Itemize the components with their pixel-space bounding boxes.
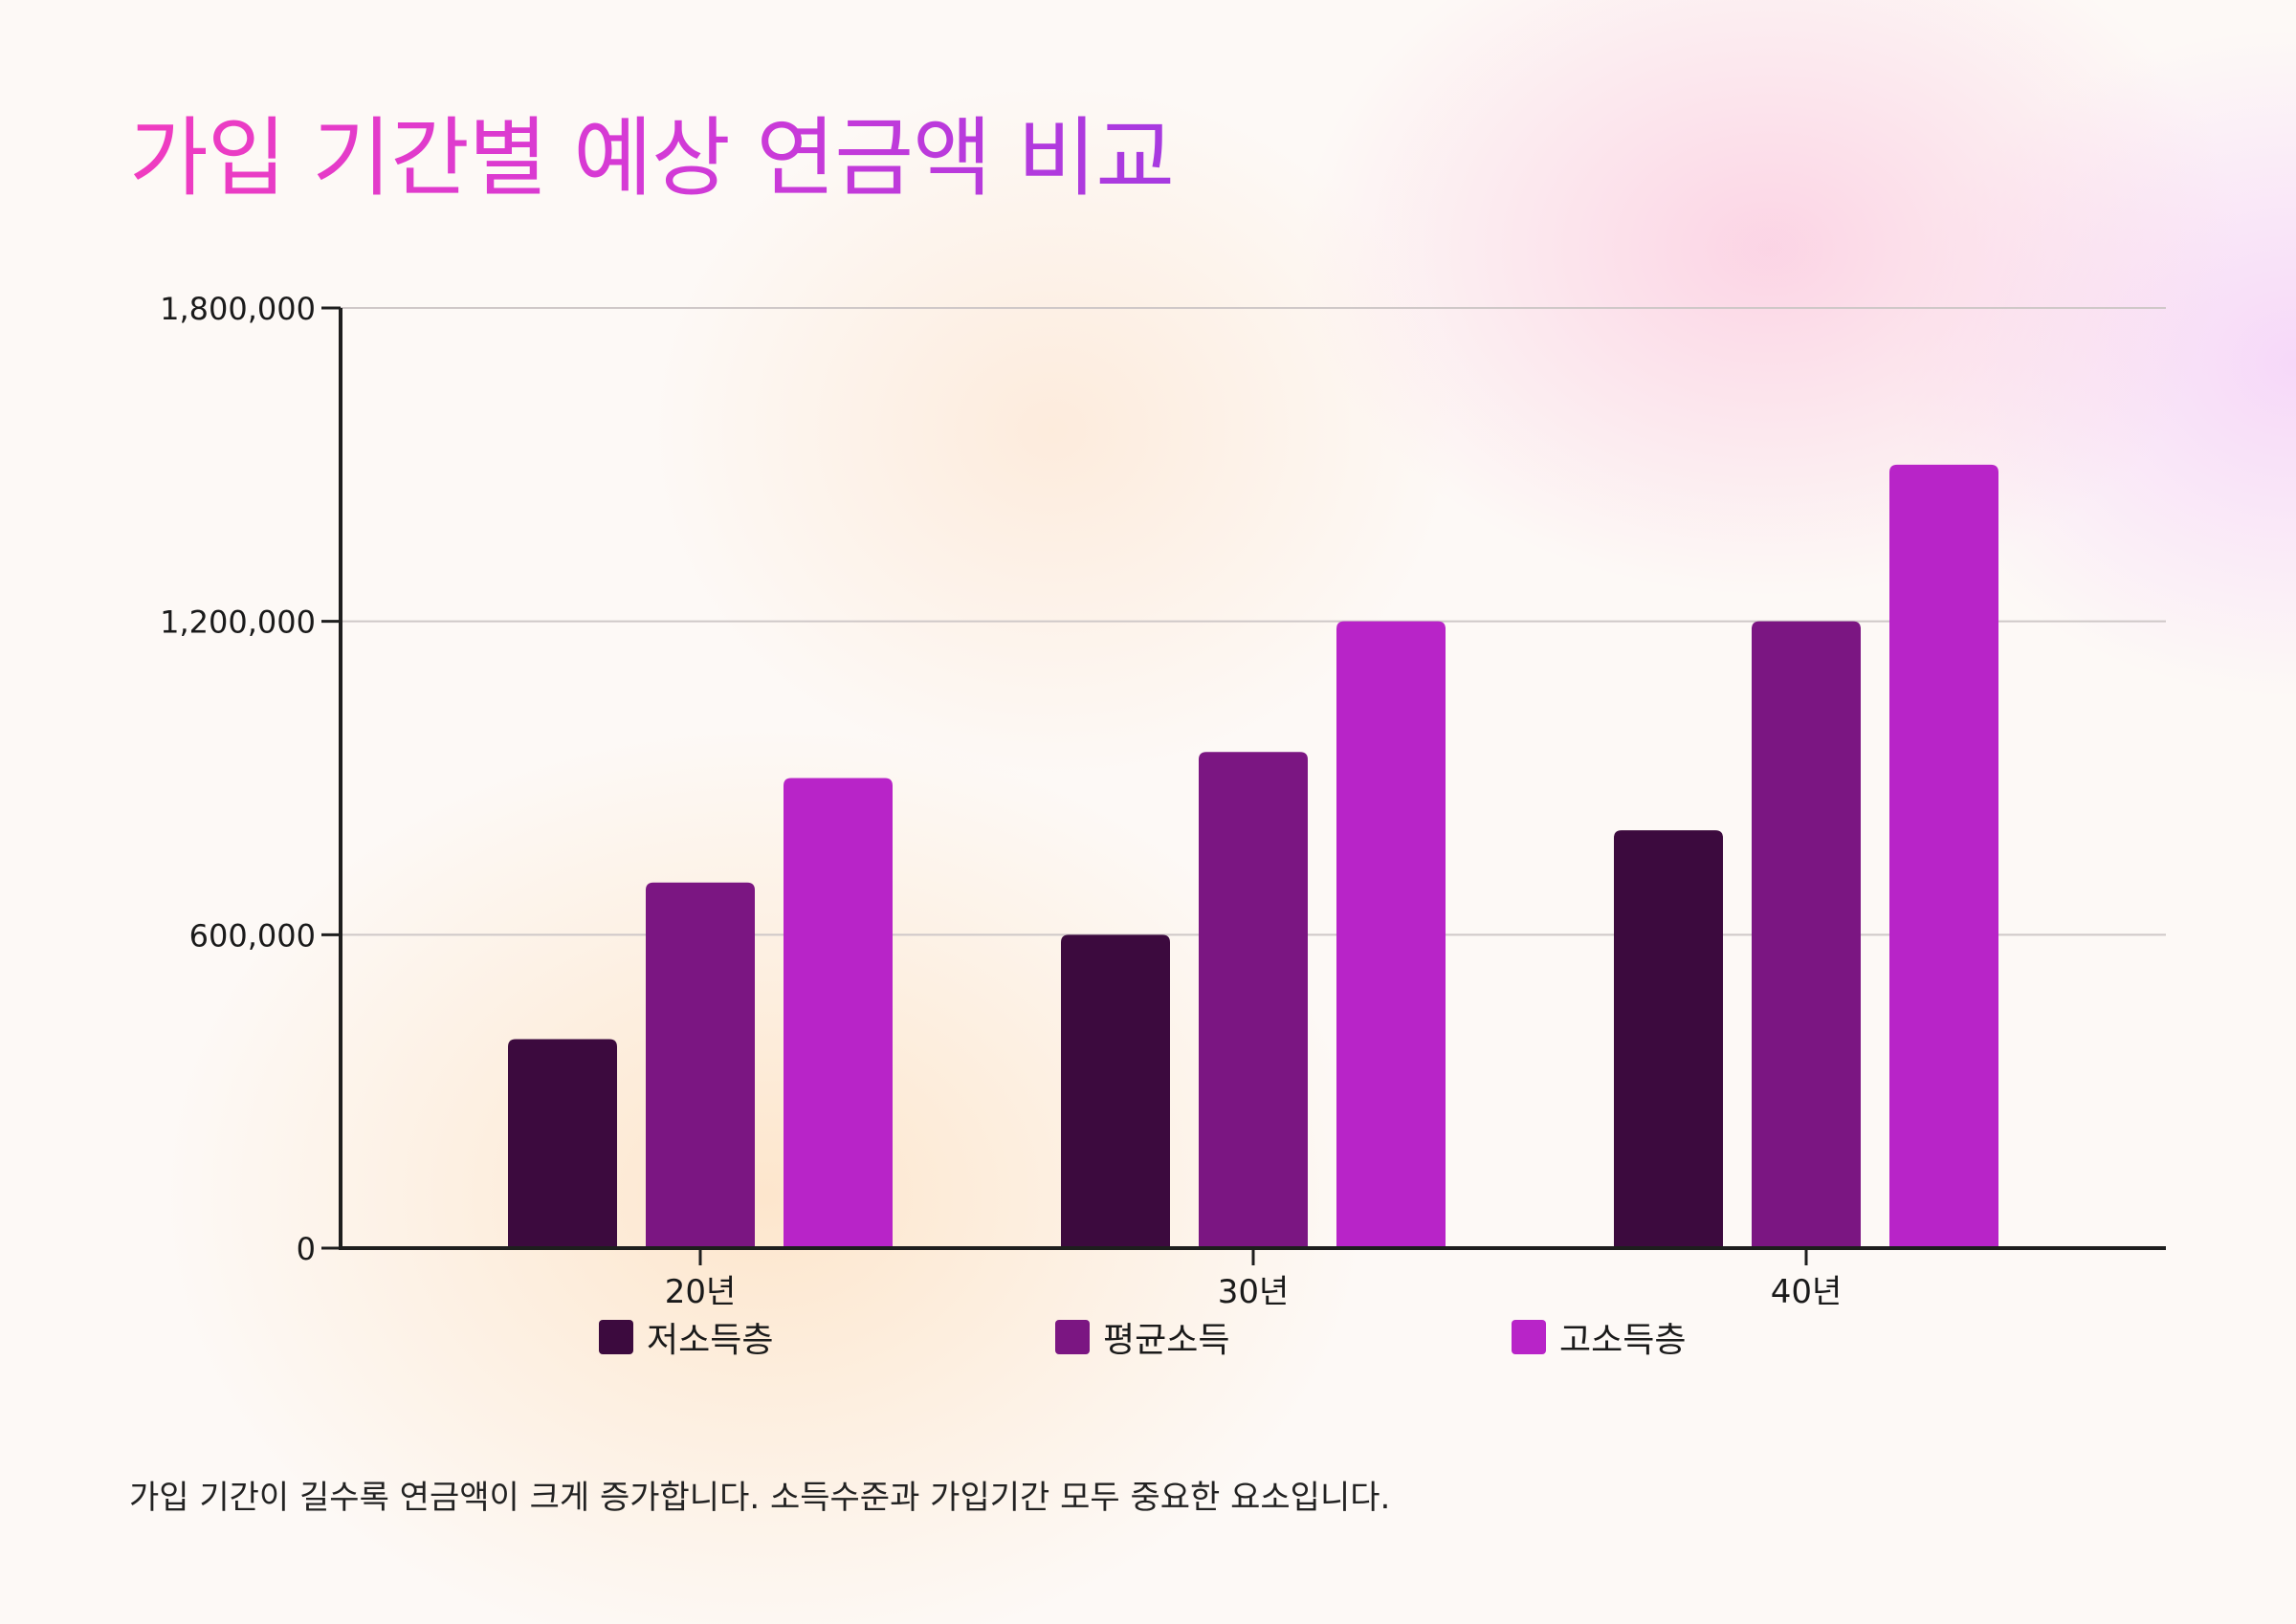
legend-label: 평균소득: [1103, 1321, 1230, 1360]
y-tick-label: 600,000: [189, 917, 316, 954]
bar-30년-고소득층: [1336, 621, 1446, 1248]
legend: 저소득층 평균소득 고소득층: [0, 1312, 2296, 1360]
legend-label: 저소득층: [647, 1321, 774, 1360]
bars: [508, 464, 1998, 1248]
legend-item: 저소득층: [599, 1312, 773, 1362]
x-tick-label: 30년: [1218, 1273, 1290, 1311]
bar-20년-저소득층: [508, 1039, 617, 1248]
bar-20년-평균소득: [646, 882, 755, 1248]
page-title: 가입 기간별 예상 연금액 비교: [129, 88, 1175, 212]
bar-20년-고소득층: [784, 778, 893, 1248]
legend-swatch: [1512, 1320, 1546, 1354]
legend-swatch: [599, 1320, 633, 1354]
chart-caption: 가입 기간이 길수록 연금액이 크게 증가합니다. 소득수준과 가입기간 모두 …: [129, 1479, 1391, 1517]
y-tick-label: 1,200,000: [160, 604, 316, 641]
x-axis-ticks: 20년 30년 40년: [665, 1248, 1843, 1311]
y-tick-label: 1,800,000: [160, 291, 316, 327]
legend-item: 고소득층: [1512, 1312, 1686, 1362]
bar-40년-저소득층: [1614, 830, 1723, 1248]
y-axis-ticks: 0 600,000 1,200,000 1,800,000: [160, 291, 341, 1267]
legend-item: 평균소득: [1055, 1312, 1229, 1362]
x-tick-label: 20년: [665, 1273, 737, 1311]
legend-label: 고소득층: [1559, 1321, 1687, 1360]
y-tick-label: 0: [297, 1231, 316, 1267]
bar-40년-평균소득: [1752, 621, 1861, 1248]
bar-30년-평균소득: [1199, 752, 1308, 1248]
bar-40년-고소득층: [1889, 464, 1998, 1248]
bar-30년-저소득층: [1061, 934, 1170, 1248]
x-tick-label: 40년: [1771, 1273, 1843, 1311]
legend-swatch: [1055, 1320, 1090, 1354]
